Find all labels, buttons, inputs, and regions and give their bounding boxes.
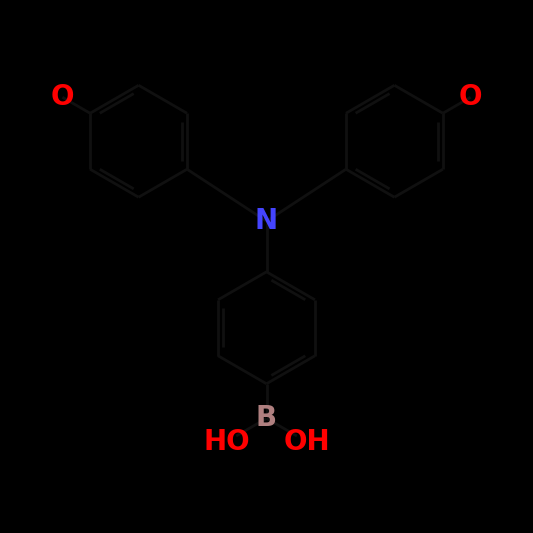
Text: O: O (459, 83, 482, 111)
Text: OH: OH (283, 429, 330, 456)
Text: O: O (51, 83, 74, 111)
Text: N: N (255, 207, 278, 235)
Text: B: B (256, 405, 277, 432)
Text: HO: HO (203, 429, 250, 456)
